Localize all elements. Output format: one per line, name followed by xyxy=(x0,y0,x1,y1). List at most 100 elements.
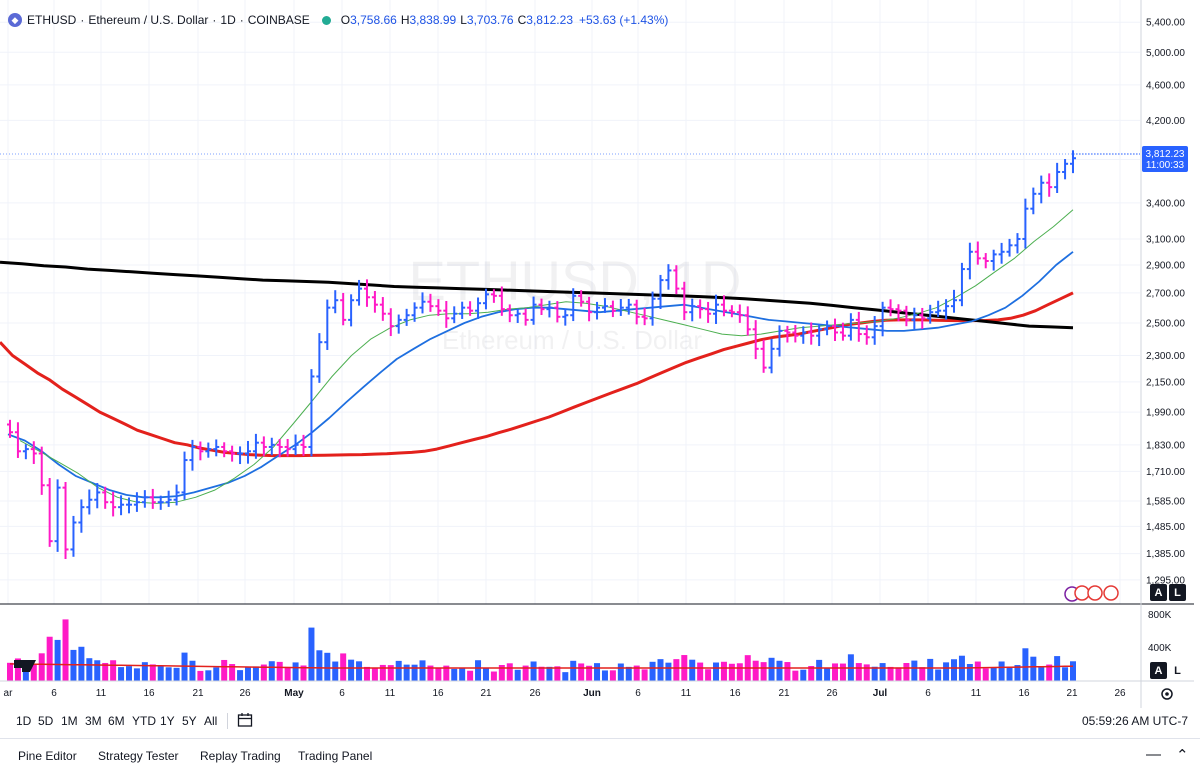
volume-bar xyxy=(752,660,759,681)
volume-bar xyxy=(213,667,220,681)
ohlc-bar xyxy=(744,306,751,336)
time-tick-label: 6 xyxy=(51,688,57,699)
tab-replay-trading[interactable]: Replay Trading xyxy=(200,749,281,763)
time-axis[interactable]: ar 6 11 16 21 26 May 6 11 16 21 26 Jun 6 11 16 21 26 Jul 6 1… xyxy=(4,688,1126,699)
time-tick-label: 26 xyxy=(826,688,838,699)
settings-gear-icon[interactable] xyxy=(1161,688,1173,700)
volume-bar xyxy=(578,663,585,681)
ohlc-bar xyxy=(165,490,172,507)
log-scale-button[interactable]: L xyxy=(1169,584,1186,601)
ma-black-line xyxy=(0,260,1074,330)
events-flags-icon[interactable] xyxy=(1064,585,1119,602)
volume-bar xyxy=(530,661,537,681)
volume-bar xyxy=(308,627,315,681)
volume-bar xyxy=(855,663,862,681)
ohlc-bar xyxy=(752,320,759,360)
time-tick-label: 21 xyxy=(1066,688,1078,699)
time-tick-label: 6 xyxy=(925,688,931,699)
timeframe-6m[interactable]: 6M xyxy=(108,714,125,728)
ohlc-bar xyxy=(911,307,918,330)
volume-bar xyxy=(974,661,981,681)
tab-strategy-tester[interactable]: Strategy Tester xyxy=(98,749,179,763)
maximize-panel-icon[interactable]: ⌃ xyxy=(1176,747,1189,764)
time-tick-label: 16 xyxy=(1018,688,1030,699)
ohlc-bar xyxy=(292,434,299,456)
volume-bar xyxy=(38,653,45,681)
time-tick-label: 11 xyxy=(681,688,692,699)
volume-log-scale-button[interactable]: L xyxy=(1169,662,1186,679)
ohlc-bar xyxy=(927,304,934,324)
timeframe-3m[interactable]: 3M xyxy=(85,714,102,728)
volume-ma-line xyxy=(9,663,1074,669)
symbol-legend[interactable]: ◆ ETHUSD · Ethereum / U.S. Dollar · 1D ·… xyxy=(8,9,668,31)
symbol-ticker: ETHUSD xyxy=(27,13,77,27)
time-tick-label: 21 xyxy=(778,688,790,699)
ohlc-bar xyxy=(847,313,854,341)
volume-auto-scale-button[interactable]: A xyxy=(1150,662,1167,679)
ohlc-bar xyxy=(244,440,251,464)
volume-bar xyxy=(490,671,497,681)
volume-bar xyxy=(562,672,569,681)
ohlc-bar xyxy=(1022,198,1029,249)
time-tick-label: 11 xyxy=(971,688,982,699)
ohlc-bar xyxy=(490,289,497,303)
ohlc-bar xyxy=(379,297,386,321)
volume-bar xyxy=(768,657,775,681)
price-axis[interactable]: 5,400.005,000.004,600.004,200.003,800.00… xyxy=(1146,18,1185,654)
volume-bar xyxy=(919,667,926,681)
auto-scale-button[interactable]: A xyxy=(1150,584,1167,601)
clock-timezone[interactable]: 05:59:26 AM UTC-7 xyxy=(1081,714,1188,728)
ohlc-bar xyxy=(903,305,910,327)
ohlc-bar xyxy=(966,242,973,280)
ohlc-bar xyxy=(689,298,696,322)
price-tick-label: 2,150.00 xyxy=(1146,377,1185,388)
time-tick-label: May xyxy=(284,688,304,699)
timeframe-1d[interactable]: 1D xyxy=(16,714,32,728)
ohlc-bar xyxy=(760,339,767,373)
timeframe-5d[interactable]: 5D xyxy=(38,714,54,728)
timeframe-5y[interactable]: 5Y xyxy=(182,714,197,728)
ohlc-bar xyxy=(149,488,156,509)
volume-bar xyxy=(173,667,180,681)
chart-area[interactable]: ETHUSD, 1D Ethereum / U.S. Dollar 5,400.… xyxy=(0,0,1200,708)
ohlc-bar xyxy=(7,419,13,438)
volume-bar xyxy=(165,667,172,681)
ohlc-bar xyxy=(720,295,727,317)
ohlc-bar xyxy=(887,299,894,317)
bottom-toolbar: 1D 5D 1M 3M 6M YTD 1Y 5Y All 05:59:26 AM… xyxy=(0,708,1200,734)
volume-bar xyxy=(657,659,664,681)
timeframe-1y[interactable]: 1Y xyxy=(160,714,175,728)
ohlc-bar xyxy=(578,290,585,307)
volume-bar xyxy=(625,666,632,681)
date-range-calendar-icon[interactable] xyxy=(237,712,253,728)
volume-bar xyxy=(554,666,561,681)
timeframe-all[interactable]: All xyxy=(204,714,218,728)
volume-bar xyxy=(570,660,577,681)
volume-bar xyxy=(284,666,291,681)
ohlc-bar xyxy=(705,301,712,323)
volume-bar xyxy=(586,665,593,681)
time-tick-label: 21 xyxy=(192,688,204,699)
volume-bar xyxy=(14,658,21,681)
time-tick-label: 16 xyxy=(729,688,741,699)
volume-bar xyxy=(927,658,934,681)
volume-bar xyxy=(22,667,29,681)
ohlc-bar xyxy=(86,489,93,515)
separator: · xyxy=(80,13,85,27)
time-tick-label: Jun xyxy=(583,688,601,699)
ohlc-bar xyxy=(681,281,688,321)
tab-pine-editor[interactable]: Pine Editor xyxy=(18,749,77,763)
timeframe-1m[interactable]: 1M xyxy=(61,714,78,728)
minimize-panel-icon[interactable]: — xyxy=(1146,746,1161,763)
tab-trading-panel[interactable]: Trading Panel xyxy=(298,749,373,763)
volume-bar xyxy=(205,670,212,681)
volume-bar xyxy=(514,669,521,681)
price-badge: 3,812.23 11:00:33 xyxy=(1142,146,1188,172)
timeframe-ytd[interactable]: YTD xyxy=(132,714,156,728)
ohlc-bar xyxy=(958,262,965,307)
ohlc-bar xyxy=(649,291,656,326)
separator: · xyxy=(239,13,244,27)
volume-bar xyxy=(356,661,363,681)
volume-bar xyxy=(720,661,727,681)
price-bars xyxy=(7,150,1076,560)
